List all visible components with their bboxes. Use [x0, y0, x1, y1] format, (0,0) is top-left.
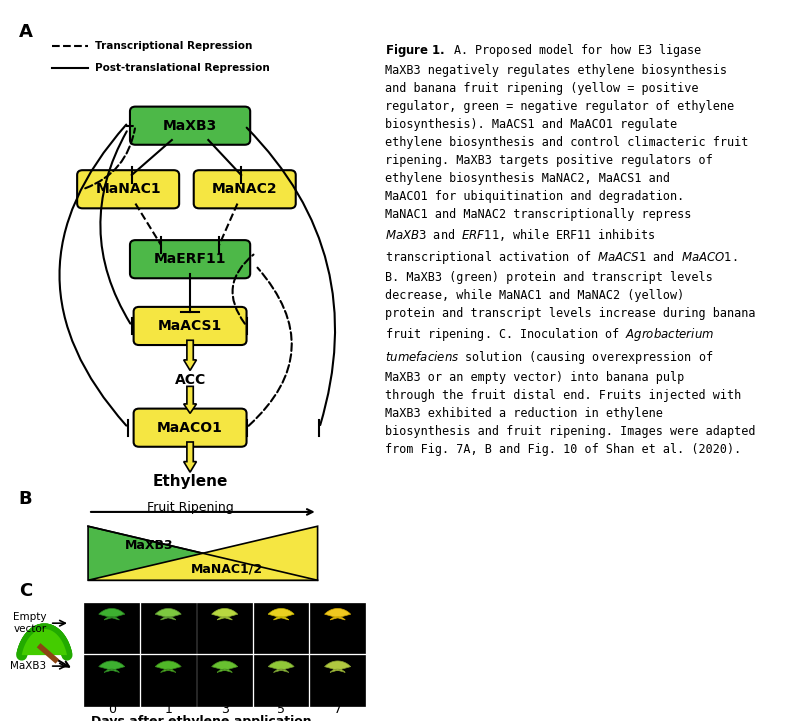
Polygon shape — [268, 661, 294, 673]
Text: MaACS1: MaACS1 — [158, 319, 223, 333]
Polygon shape — [99, 609, 124, 620]
Polygon shape — [155, 609, 181, 620]
FancyBboxPatch shape — [85, 655, 139, 706]
FancyBboxPatch shape — [194, 170, 295, 208]
Text: A: A — [19, 22, 32, 40]
Text: Post-translational Repression: Post-translational Repression — [95, 63, 270, 74]
FancyBboxPatch shape — [134, 409, 246, 447]
FancyBboxPatch shape — [310, 603, 365, 653]
Polygon shape — [325, 661, 351, 673]
Polygon shape — [88, 526, 318, 580]
Text: MaACO1: MaACO1 — [157, 420, 223, 435]
Polygon shape — [184, 442, 196, 472]
FancyBboxPatch shape — [197, 603, 252, 653]
Text: MaXB3: MaXB3 — [124, 539, 173, 552]
Text: 1: 1 — [164, 702, 172, 715]
Text: Empty
vector: Empty vector — [13, 612, 47, 634]
Text: MaERF11: MaERF11 — [154, 252, 227, 266]
Text: 3: 3 — [221, 702, 229, 715]
Text: 7: 7 — [333, 702, 341, 715]
Polygon shape — [184, 340, 196, 371]
FancyBboxPatch shape — [254, 655, 309, 706]
Polygon shape — [88, 526, 318, 580]
Text: MaNAC1/2: MaNAC1/2 — [190, 562, 263, 575]
FancyBboxPatch shape — [141, 603, 196, 653]
FancyBboxPatch shape — [254, 603, 309, 653]
Polygon shape — [99, 661, 124, 673]
Text: Days after ethylene application: Days after ethylene application — [91, 715, 311, 721]
Polygon shape — [21, 629, 67, 655]
FancyBboxPatch shape — [141, 655, 196, 706]
Polygon shape — [268, 609, 294, 620]
Text: MaXB3: MaXB3 — [10, 661, 46, 671]
Text: Transcriptional Repression: Transcriptional Repression — [95, 41, 253, 51]
Text: B: B — [19, 490, 32, 508]
Polygon shape — [211, 661, 238, 673]
Polygon shape — [325, 609, 351, 620]
Polygon shape — [155, 661, 181, 673]
FancyBboxPatch shape — [130, 107, 250, 145]
Polygon shape — [184, 386, 196, 413]
FancyBboxPatch shape — [134, 307, 246, 345]
Text: 0: 0 — [108, 702, 116, 715]
Text: ACC: ACC — [174, 373, 206, 387]
Polygon shape — [211, 609, 238, 620]
Text: Ethylene: Ethylene — [152, 474, 228, 490]
FancyBboxPatch shape — [197, 655, 252, 706]
Text: Fruit Ripening: Fruit Ripening — [147, 500, 234, 513]
Text: $\bf{Figure\ 1.}$ A. Proposed model for how E3 ligase
MaXB3 negatively regulates: $\bf{Figure\ 1.}$ A. Proposed model for … — [385, 43, 755, 456]
Text: MaNAC1: MaNAC1 — [95, 182, 161, 196]
FancyBboxPatch shape — [310, 655, 365, 706]
Text: 5: 5 — [277, 702, 285, 715]
FancyBboxPatch shape — [85, 603, 139, 653]
Text: C: C — [19, 582, 32, 600]
Text: MaXB3: MaXB3 — [163, 119, 217, 133]
FancyBboxPatch shape — [130, 240, 250, 278]
FancyBboxPatch shape — [77, 170, 179, 208]
Text: MaNAC2: MaNAC2 — [212, 182, 277, 196]
